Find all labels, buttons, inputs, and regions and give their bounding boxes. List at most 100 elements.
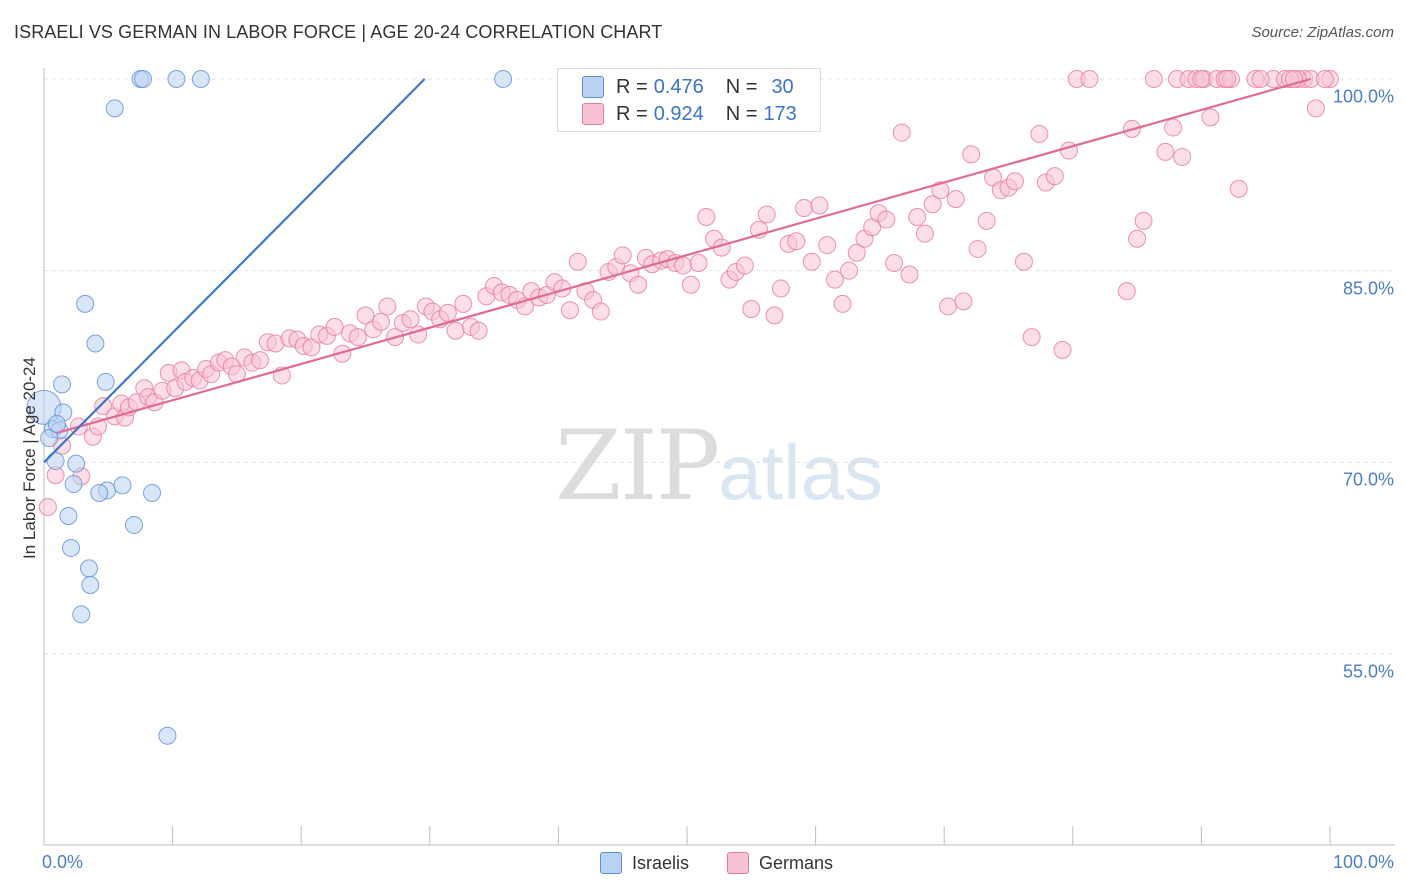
german-point [818,236,837,255]
israeli-point [134,70,153,88]
israelis-legend-label: Israelis [632,852,690,873]
legend-row-israelis: R = 0.476 N = 30 [582,74,794,100]
german-point [1005,172,1024,191]
german-point [946,190,965,209]
german-point [568,252,587,271]
germans-legend-swatch [727,852,749,874]
israeli-point [72,605,91,624]
german-point [885,254,904,272]
y-tick-label: 85.0% [1342,278,1394,299]
german-point [1164,118,1183,137]
german-point [840,261,859,280]
german-point [810,196,829,215]
y-axis-label: In Labor Force | Age 20-24 [20,357,39,559]
israeli-point [67,454,86,473]
israeli-point [64,475,83,494]
n-value-israelis: 30 [771,75,794,98]
german-point [348,328,367,347]
r-value-israelis: 0.476 [653,75,704,98]
german-point [1134,211,1153,230]
german-point [765,306,784,325]
german-point [977,211,996,230]
chart-title: ISRAELI VS GERMAN IN LABOR FORCE | AGE 2… [14,22,663,42]
german-point [1218,70,1237,88]
german-point [954,292,973,311]
israeli-point [62,538,81,557]
german-point [251,351,270,370]
german-point [1306,99,1325,118]
german-point [757,205,776,224]
y-tick-label: 100.0% [1332,86,1394,107]
israeli-point [105,99,124,118]
german-point [939,297,958,316]
israeli-point [46,452,65,471]
german-point [962,145,981,164]
german-point [735,256,754,275]
german-point [697,208,716,226]
german-point [833,294,852,313]
german-point [847,243,866,262]
german-point [1128,229,1147,248]
german-point [454,294,473,313]
r-label: R = [616,102,648,125]
israelis-trend-line [43,78,426,464]
german-point [968,239,987,258]
israeli-point [113,476,132,495]
german-point [1022,328,1041,347]
correlation-legend: R = 0.476 N = 30 R = 0.924 N = 173 [557,68,821,132]
german-point [1229,179,1248,198]
german-point [1030,124,1049,143]
israelis-legend-swatch [600,852,622,874]
watermark: ZIPatlas [555,410,883,522]
israeli-point [47,415,66,433]
israeli-point [158,726,177,745]
german-point [892,123,911,142]
german-point [1045,167,1064,186]
german-point [469,321,488,340]
german-point [689,254,708,272]
german-point [1080,70,1099,88]
german-point [915,224,934,243]
german-point [378,297,397,316]
german-point [1251,70,1270,88]
german-point [1014,252,1033,271]
german-point [825,270,844,289]
german-point [1173,147,1192,166]
german-point [1144,70,1163,88]
germans-trend-line [56,77,1312,435]
german-point [681,275,700,294]
israeli-point [80,559,99,578]
german-point [1156,142,1175,161]
german-point [591,302,610,321]
german-point [401,310,420,329]
german-point [356,306,375,325]
bottom-legend-israelis: Israelis [600,852,689,874]
israelis-swatch [582,76,604,98]
n-value-germans: 173 [763,102,797,125]
israeli-point [90,484,109,502]
r-value-germans: 0.924 [653,102,704,125]
german-point [613,246,632,265]
bottom-legend-germans: Germans [727,852,833,874]
german-point [923,195,942,214]
german-point [1315,70,1334,88]
y-tick-label: 55.0% [1342,661,1394,682]
german-point [908,208,927,226]
german-point [94,397,113,416]
german-point [1201,108,1220,127]
n-label: N = [725,75,758,98]
germans-swatch [582,103,604,125]
source-label: Source: ZipAtlas.com [1251,24,1394,41]
german-point [371,312,390,331]
german-point [629,275,648,294]
israeli-point [40,429,59,448]
german-point [787,232,806,251]
israeli-point [86,334,105,353]
german-point [438,303,457,322]
german-point [877,210,896,229]
r-label: R = [616,75,648,98]
german-point [674,256,693,275]
german-point [802,252,821,271]
israeli-point [125,515,144,534]
